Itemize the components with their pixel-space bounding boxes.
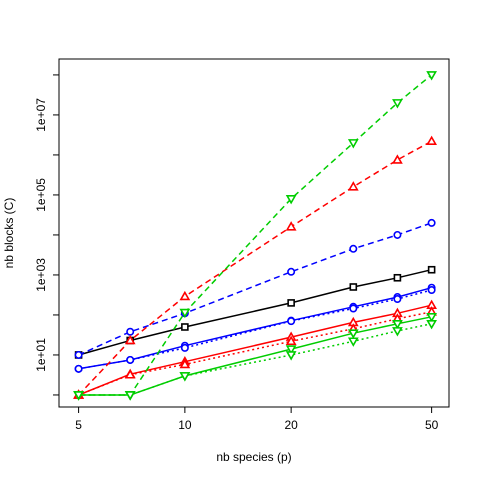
series-9-point-4 [347, 337, 359, 347]
series-line-7 [78, 74, 433, 396]
x-tick-label-1: 10 [178, 418, 192, 432]
series-0-point-2 [181, 323, 189, 331]
series-9-point-5 [392, 327, 403, 337]
series-1-point-3 [287, 267, 296, 276]
series-7-point-6 [426, 71, 438, 81]
y-axis-label: nb blocks (C) [2, 198, 16, 269]
series-0-point-5 [393, 273, 402, 282]
series-8-point-6 [426, 312, 438, 323]
series-line-6 [78, 311, 432, 396]
series-6-point-1 [124, 369, 136, 379]
series-9-point-3 [285, 351, 297, 361]
series-1-point-4 [349, 244, 358, 253]
series-3-point-0 [74, 364, 83, 373]
series-3-point-1 [126, 355, 135, 364]
series-4-point-3 [285, 221, 297, 231]
series-8-point-5 [392, 320, 403, 330]
y-tick-label-3: 1e+07 [34, 98, 48, 132]
axis-layer: 5 10 20 50 1e+01 1e+03 1e+05 1e+07 [34, 74, 439, 432]
series-9-point-6 [426, 320, 438, 330]
series-6-point-2 [179, 358, 191, 369]
series-3-point-3 [287, 317, 296, 326]
series-layer [73, 71, 438, 401]
series-7-point-3 [285, 195, 297, 205]
series-8-point-4 [347, 329, 359, 339]
series-1-point-6 [427, 218, 436, 227]
y-tick-label-2: 1e+05 [34, 178, 48, 212]
series-1-point-0 [74, 350, 83, 359]
x-tick-label-2: 20 [284, 418, 298, 432]
series-7-point-2 [179, 308, 191, 319]
y-tick-label-1: 1e+03 [34, 258, 48, 292]
series-3-point-5 [393, 295, 402, 304]
series-4-point-6 [426, 135, 438, 146]
x-tick-label-0: 5 [75, 418, 82, 432]
series-0-point-6 [427, 265, 436, 274]
series-4-point-4 [347, 181, 359, 191]
plot-frame [58, 58, 450, 408]
series-7-point-4 [347, 139, 359, 149]
series-0-point-3 [287, 299, 295, 307]
series-3-point-4 [349, 304, 358, 313]
series-3-point-6 [427, 286, 436, 295]
series-9-point-1 [124, 391, 136, 401]
series-9-point-0 [73, 391, 84, 401]
series-1-point-5 [393, 230, 402, 239]
series-4-point-1 [124, 334, 136, 345]
series-0-point-4 [349, 283, 358, 291]
x-axis-label: nb species (p) [216, 450, 291, 464]
series-6-point-3 [285, 335, 297, 346]
series-1-point-1 [126, 327, 135, 336]
series-line-5 [78, 304, 432, 396]
series-9-point-2 [179, 372, 191, 382]
series-3-point-2 [180, 343, 189, 352]
series-4-point-2 [179, 290, 191, 301]
series-4-point-5 [392, 154, 403, 164]
x-tick-label-3: 50 [425, 418, 439, 432]
series-7-point-5 [392, 99, 403, 109]
y-tick-label-0: 1e+01 [34, 338, 48, 372]
series-8-point-3 [285, 345, 297, 355]
